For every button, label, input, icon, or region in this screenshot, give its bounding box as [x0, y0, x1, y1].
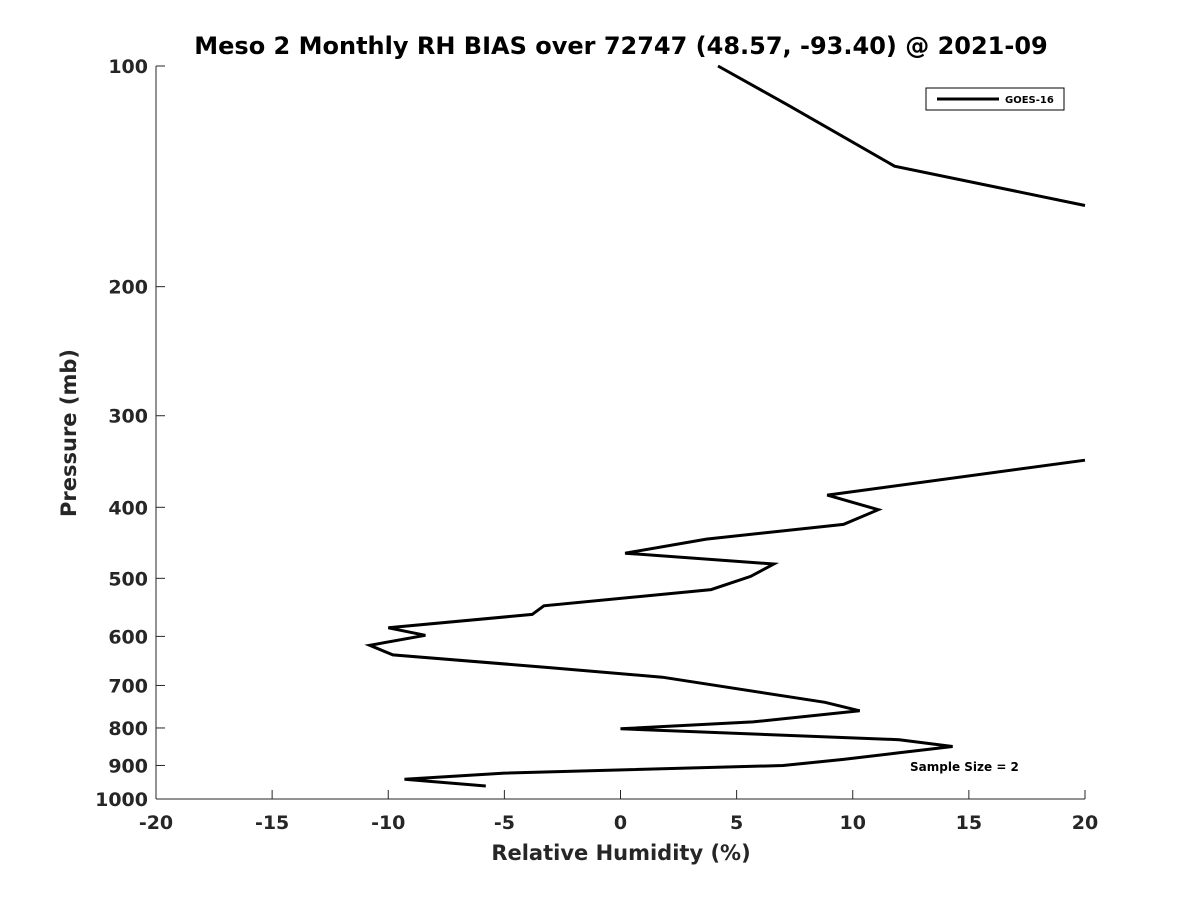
series-layer [364, 64, 1086, 788]
sample-size-annotation: Sample Size = 2 [910, 760, 1019, 774]
series-line-goes-16-segment-1 [717, 64, 1086, 207]
x-tick-label: 0 [614, 812, 627, 834]
x-tick-label: -5 [494, 812, 515, 834]
y-axis-ticks: 100 200 300 400 500 600 700 800 900 1000 [95, 56, 165, 811]
x-tick-label: -15 [255, 812, 289, 834]
y-tick-label: 400 [108, 497, 148, 519]
x-axis-ticks: -20 -15 -10 -5 0 5 10 15 20 [139, 790, 1098, 834]
y-tick-label: 600 [108, 626, 148, 648]
x-tick-label: 20 [1072, 812, 1098, 834]
series-line-goes-16-segment-2 [364, 458, 1086, 788]
chart-title: Meso 2 Monthly RH BIAS over 72747 (48.57… [194, 32, 1047, 60]
y-tick-label: 1000 [95, 789, 148, 811]
y-tick-label: 300 [108, 406, 148, 428]
legend: GOES-16 [925, 87, 1065, 111]
x-tick-label: 5 [730, 812, 743, 834]
y-tick-label: 800 [108, 718, 148, 740]
x-tick-label: 15 [956, 812, 982, 834]
x-tick-label: 10 [840, 812, 866, 834]
y-tick-label: 700 [108, 675, 148, 697]
y-axis-label: Pressure (mb) [57, 349, 81, 517]
x-tick-label: -20 [139, 812, 173, 834]
x-tick-label: -10 [371, 812, 405, 834]
y-tick-label: 500 [108, 568, 148, 590]
y-tick-label: 200 [108, 277, 148, 299]
x-axis-label: Relative Humidity (%) [491, 841, 750, 865]
y-tick-label: 100 [108, 56, 148, 78]
legend-label-goes-16: GOES-16 [1005, 95, 1054, 106]
y-tick-label: 900 [108, 755, 148, 777]
